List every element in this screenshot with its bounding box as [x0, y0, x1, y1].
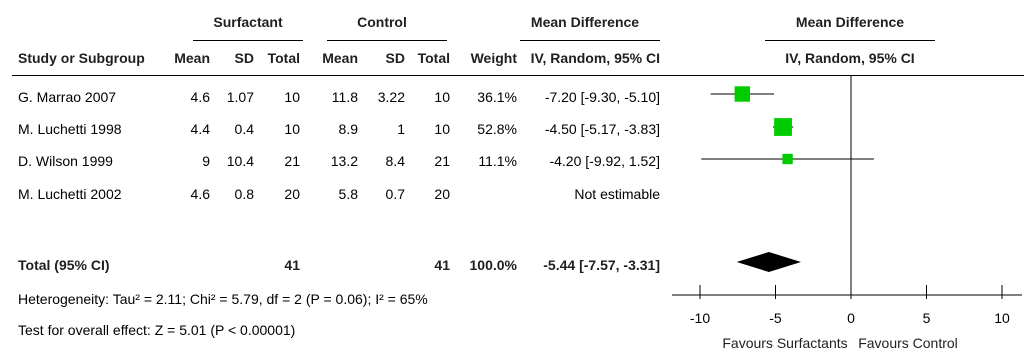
plot-subheader: IV, Random, 95% CI: [785, 50, 915, 66]
effect-column-subheader: IV, Random, 95% CI: [530, 50, 660, 66]
x-tick-label: -5: [769, 310, 782, 326]
total-ci: -5.44 [-7.57, -3.31]: [543, 257, 660, 273]
heterogeneity-text: Heterogeneity: Tau² = 2.11; Chi² = 5.79,…: [18, 291, 428, 307]
surfactant-mean: 4.4: [190, 121, 210, 137]
x-tick-label: 0: [847, 310, 855, 326]
plot-underline: [765, 40, 935, 41]
x-tick-label: 5: [923, 310, 931, 326]
study-ci: -7.20 [-9.30, -5.10]: [544, 89, 660, 105]
control-mean: 13.2: [330, 153, 358, 169]
study-name: M. Luchetti 1998: [18, 121, 122, 137]
group1-underline: [193, 40, 303, 41]
sd2-column-header: SD: [385, 50, 405, 66]
control-sd: 8.4: [385, 153, 405, 169]
surfactant-sd: 0.4: [234, 121, 254, 137]
surfactant-total: 20: [284, 186, 300, 202]
control-total: 20: [434, 186, 450, 202]
effect-column-header: Mean Difference: [530, 14, 640, 30]
pooled-diamond: [736, 252, 802, 272]
surfactant-total: 10: [284, 121, 300, 137]
weight-column-header: Weight: [470, 50, 517, 66]
study-weight: 52.8%: [477, 121, 517, 137]
surfactant-total: 21: [284, 153, 300, 169]
surfactant-mean: 9: [202, 153, 210, 169]
control-total: 10: [434, 89, 450, 105]
total-label: Total (95% CI): [18, 257, 110, 273]
mean1-column-header: Mean: [174, 50, 210, 66]
control-total: 21: [434, 153, 450, 169]
effect-square: [782, 153, 793, 165]
favours-left-label: Favours Surfactants: [722, 335, 847, 351]
study-ci: Not estimable: [574, 186, 660, 202]
effect-underline: [520, 40, 660, 41]
header-bottom-rule: [12, 75, 1024, 76]
study-weight: 11.1%: [478, 153, 517, 169]
total-n1: 41: [284, 257, 300, 273]
study-name: M. Luchetti 2002: [18, 186, 122, 202]
effect-square: [734, 86, 750, 102]
sd1-column-header: SD: [234, 50, 254, 66]
surfactant-mean: 4.6: [190, 89, 210, 105]
group1-header: Surfactant: [213, 14, 283, 30]
surfactant-mean: 4.6: [190, 186, 210, 202]
surfactant-sd: 10.4: [226, 153, 254, 169]
plot-header: Mean Difference: [795, 14, 905, 30]
study-name: D. Wilson 1999: [18, 153, 113, 169]
overall-effect-text: Test for overall effect: Z = 5.01 (P < 0…: [18, 322, 296, 338]
control-mean: 11.8: [331, 89, 358, 105]
total-weight: 100.0%: [469, 257, 517, 273]
control-total: 10: [434, 121, 450, 137]
total2-column-header: Total: [417, 50, 450, 66]
study-column-header: Study or Subgroup: [18, 50, 145, 66]
study-weight: 36.1%: [477, 89, 517, 105]
control-mean: 5.8: [338, 186, 358, 202]
total-n2: 41: [434, 257, 450, 273]
total1-column-header: Total: [267, 50, 300, 66]
surfactant-sd: 0.8: [234, 186, 254, 202]
study-ci: -4.20 [-9.92, 1.52]: [549, 153, 660, 169]
study-name: G. Marrao 2007: [18, 89, 117, 105]
control-sd: 0.7: [385, 186, 405, 202]
effect-square: [774, 118, 792, 136]
favours-right-label: Favours Control: [858, 335, 958, 351]
control-sd: 1: [397, 121, 405, 137]
group2-underline: [327, 40, 447, 41]
control-mean: 8.9: [338, 121, 358, 137]
group2-header: Control: [357, 14, 407, 30]
mean2-column-header: Mean: [322, 50, 358, 66]
x-tick-label: -10: [690, 310, 710, 326]
surfactant-sd: 1.07: [226, 89, 254, 105]
surfactant-total: 10: [284, 89, 300, 105]
control-sd: 3.22: [377, 89, 405, 105]
x-tick-label: 10: [994, 310, 1010, 326]
study-ci: -4.50 [-5.17, -3.83]: [544, 121, 660, 137]
